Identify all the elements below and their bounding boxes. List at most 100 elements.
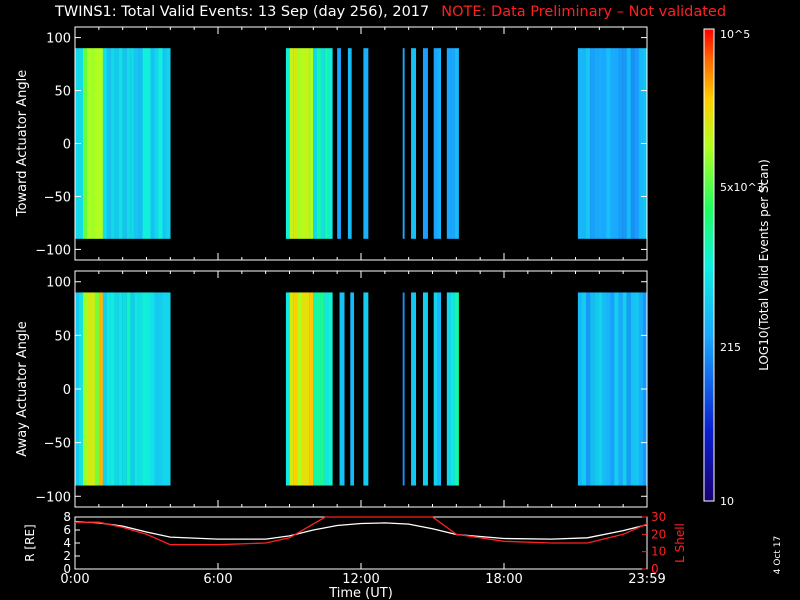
away-segment-0-stripe-13 [126,292,131,486]
toward-segment-9-stripe-2 [454,48,459,239]
away-segment-10-stripe-11 [622,292,627,486]
away-ytick-label-4: −100 [35,490,71,505]
toward-segment-0-stripe-19 [150,48,155,239]
lshell-ytick-label-0: 0 [651,562,659,576]
toward-segment-8-stripe-0 [433,48,438,239]
away-segment-1-stripe-8 [316,292,321,486]
toward-segment-0-stripe-14 [130,48,135,239]
toward-ylabel: Toward Actuator Angle [15,70,30,217]
toward-segment-10-stripe-5 [598,48,603,239]
toward-segment-10-stripe-2 [586,48,591,239]
toward-segment-0-stripe-11 [118,48,123,239]
away-segment-0-stripe-10 [114,292,119,486]
toward-segment-8-stripe-1 [437,48,442,239]
r-axis-label: R [RE] [23,524,37,561]
away-segment-1-stripe-9 [320,292,325,486]
away-segment-4-stripe-0 [363,292,369,486]
away-segment-0-stripe-7 [102,292,107,486]
away-segment-0-stripe-19 [150,292,155,486]
away-segment-0-stripe-3 [86,292,92,486]
time-xtick-label-4: 23:59 [628,572,665,587]
away-segment-10-stripe-10 [618,292,623,486]
toward-segment-10-stripe-10 [618,48,623,239]
away-segment-0-stripe-6 [98,292,103,486]
time-xtick-label-1: 6:00 [203,572,232,587]
toward-segment-4-stripe-0 [363,48,369,239]
toward-segment-3-stripe-0 [347,48,352,239]
away-segment-6-stripe-0 [411,292,417,486]
away-segment-1-stripe-3 [297,292,302,486]
away-segment-1-stripe-5 [305,292,310,486]
toward-segment-10-stripe-7 [606,48,611,239]
toward-segment-1-stripe-10 [324,48,329,239]
away-segment-1-stripe-0 [285,292,290,486]
toward-segment-0-stripe-1 [78,48,84,239]
toward-segment-1-stripe-1 [289,48,294,239]
toward-segment-0-stripe-2 [82,48,88,239]
toward-segment-1-stripe-0 [285,48,290,239]
away-segment-1-stripe-4 [301,292,306,486]
away-segment-0-stripe-15 [134,292,139,486]
away-ylabel: Away Actuator Angle [15,321,30,456]
toward-segment-0-stripe-4 [90,48,96,239]
r-ytick-label-4: 8 [63,510,71,524]
toward-segment-1-stripe-3 [297,48,302,239]
away-segment-10-stripe-3 [590,292,595,486]
colorbar-tick-10: 10 [720,495,734,508]
away-segment-0-stripe-4 [90,292,96,486]
toward-segment-10-stripe-11 [622,48,627,239]
lshell-ytick-label-3: 30 [651,510,666,524]
away-segment-10-stripe-14 [634,292,640,486]
lshell-ytick-label-1: 10 [651,545,666,559]
toward-ytick-label-0: 100 [46,32,71,47]
toward-segment-10-stripe-4 [594,48,599,239]
toward-segment-0-stripe-22 [162,48,167,239]
away-segment-8-stripe-1 [437,292,442,486]
away-segment-0-stripe-5 [94,292,100,486]
toward-segment-0-stripe-16 [138,48,143,239]
away-segment-9-stripe-2 [454,292,459,486]
away-segment-10-stripe-1 [581,292,587,486]
away-segment-10-stripe-2 [586,292,591,486]
r-ytick-label-3: 6 [63,523,71,537]
toward-segment-1-stripe-8 [316,48,321,239]
chart-title: TWINS1: Total Valid Events: 13 Sep (day … [55,4,726,20]
toward-segment-1-stripe-2 [293,48,298,239]
away-segment-10-stripe-8 [610,292,615,486]
away-heatmap-panel: 100 50 0 −50 −100 Away Actuator Angle [15,270,648,508]
away-segment-10-stripe-13 [630,292,636,486]
toward-segment-1-stripe-6 [309,48,314,239]
away-segment-0-stripe-8 [106,292,111,486]
away-segment-1-stripe-10 [324,292,329,486]
colorbar-gradient [703,28,715,502]
away-ytick-label-0: 100 [46,276,71,291]
away-segment-10-stripe-4 [594,292,599,486]
away-segment-1-stripe-6 [309,292,314,486]
colorbar-tick-top: 10^5 [720,28,750,41]
toward-segment-0-stripe-8 [106,48,111,239]
away-segment-0-stripe-9 [110,292,115,486]
toward-segment-1-stripe-5 [305,48,310,239]
away-segment-0-stripe-21 [158,292,163,486]
toward-segment-10-stripe-1 [581,48,587,239]
away-ytick-label-3: −50 [44,437,71,452]
away-segment-0-stripe-18 [146,292,151,486]
toward-segment-10-stripe-6 [602,48,607,239]
away-segment-1-stripe-2 [293,292,298,486]
colorbar-label: LOG10(Total Valid Events per Scan) [757,159,771,371]
toward-segment-10-stripe-8 [610,48,615,239]
toward-segment-0-stripe-10 [114,48,119,239]
toward-segment-6-stripe-0 [411,48,417,239]
toward-segment-2-stripe-0 [337,48,341,239]
away-segment-8-stripe-0 [433,292,438,486]
away-segment-0-stripe-1 [78,292,84,486]
away-segment-10-stripe-9 [614,292,619,486]
toward-segment-0-stripe-12 [122,48,127,239]
toward-segment-1-stripe-9 [320,48,325,239]
away-segment-0-stripe-12 [122,292,127,486]
lshell-axis-label: L Shell [673,523,687,563]
toward-segment-10-stripe-3 [590,48,595,239]
time-xtick-label-2: 12:00 [342,572,379,587]
colorbar: 10^5 5x10^3 215 10 LOG10(Total Valid Eve… [703,28,771,508]
